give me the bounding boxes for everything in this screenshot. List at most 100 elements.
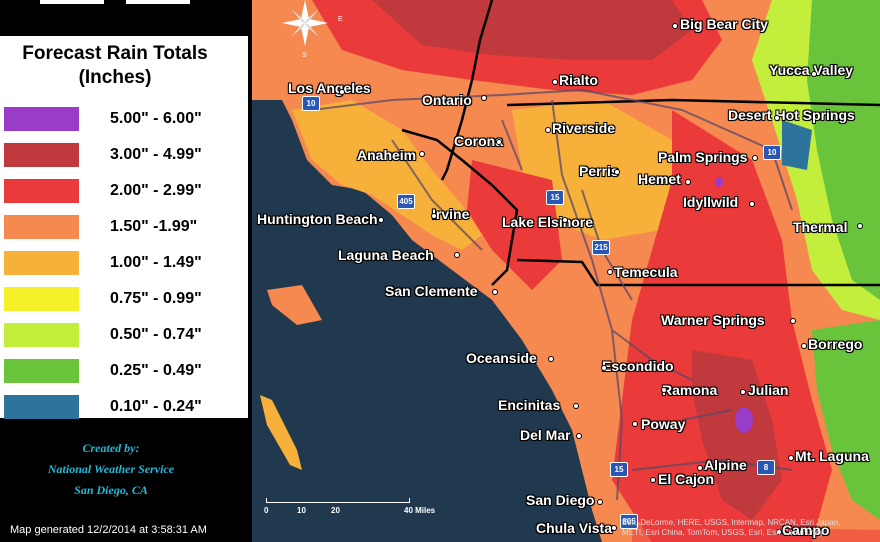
- legend-label: 0.25" - 0.49": [110, 362, 202, 379]
- city-label[interactable]: Del Mar: [520, 427, 571, 443]
- city-marker: [482, 96, 486, 100]
- city-marker: [750, 202, 754, 206]
- generated-timestamp: Map generated 12/2/2014 at 3:58:31 AM: [10, 524, 207, 536]
- city-marker: [497, 140, 501, 144]
- legend-title-line1: Forecast Rain Totals: [22, 43, 208, 64]
- city-label[interactable]: Warner Springs: [661, 312, 765, 328]
- county-line-orange: [401, 128, 519, 286]
- city-label[interactable]: Big Bear City: [680, 16, 768, 32]
- credit-line3: San Diego, CA: [74, 483, 148, 497]
- county-line-riverside-north: [506, 98, 880, 107]
- interstate-shield-icon: 8: [757, 460, 775, 475]
- city-label[interactable]: Desert Hot Springs: [728, 107, 855, 123]
- city-marker: [777, 530, 781, 534]
- red-band-mountains: [612, 110, 832, 542]
- city-marker: [602, 366, 606, 370]
- city-label[interactable]: Corona: [454, 133, 503, 149]
- interstate-shield-icon: 805: [620, 514, 638, 529]
- city-marker: [340, 90, 344, 94]
- city-label[interactable]: Ontario: [422, 92, 472, 108]
- city-label[interactable]: Temecula: [614, 264, 678, 280]
- city-label[interactable]: Oceanside: [466, 350, 537, 366]
- legend-title-line2: (Inches): [78, 67, 152, 88]
- city-label[interactable]: Poway: [641, 416, 686, 432]
- city-marker: [673, 24, 677, 28]
- city-label[interactable]: Julian: [748, 382, 789, 398]
- city-label[interactable]: Lake Elsinore: [502, 214, 594, 230]
- legend-swatch: [4, 395, 79, 419]
- city-marker: [789, 456, 793, 460]
- map-canvas: [252, 0, 880, 542]
- city-label[interactable]: San Clemente: [385, 283, 478, 299]
- legend-card: Forecast Rain Totals (Inches) 5.00" - 6.…: [0, 36, 248, 419]
- city-label[interactable]: Yucca Valley: [769, 62, 854, 78]
- legend-label: 3.00" - 4.99": [110, 146, 202, 163]
- city-marker: [615, 170, 619, 174]
- city-marker: [546, 128, 550, 132]
- city-label[interactable]: Rialto: [559, 72, 598, 88]
- city-label[interactable]: Borrego: [808, 336, 863, 352]
- city-marker: [455, 253, 459, 257]
- legend-title: Forecast Rain Totals (Inches): [0, 42, 230, 90]
- city-label[interactable]: Encinitas: [498, 397, 561, 413]
- legend-swatch: [4, 107, 79, 131]
- legend-swatch: [4, 323, 79, 347]
- darkred-band-mountains: [692, 350, 782, 520]
- interstate-shield-icon: 405: [397, 194, 415, 209]
- top-box-left: [40, 0, 104, 4]
- city-label[interactable]: El Cajon: [658, 471, 715, 487]
- city-label[interactable]: Irvine: [432, 206, 470, 222]
- max-rain-spot: [735, 407, 753, 433]
- city-marker: [493, 290, 497, 294]
- legend-row: 0.25" - 0.49": [0, 358, 248, 386]
- desert-green-south: [812, 320, 880, 520]
- city-label[interactable]: San Diego: [526, 492, 595, 508]
- land-light-orange: [292, 100, 482, 250]
- city-label[interactable]: Perris: [579, 163, 619, 179]
- city-label[interactable]: Riverside: [552, 120, 616, 136]
- legend-swatch: [4, 215, 79, 239]
- city-label[interactable]: Los Angeles: [288, 80, 371, 96]
- city-label[interactable]: Hemet: [638, 171, 681, 187]
- city-label[interactable]: Alpine: [704, 457, 747, 473]
- city-label[interactable]: Palm Springs: [658, 149, 748, 165]
- city-marker: [812, 72, 816, 76]
- map-area[interactable]: E S Big Bear City Yucca Valley Los Angeles…: [252, 0, 880, 542]
- legend-label: 1.00" - 1.49": [110, 254, 202, 271]
- legend-row: 5.00" - 6.00": [0, 106, 248, 134]
- credit-line1: Created by:: [82, 441, 140, 455]
- legend-row: 1.00" - 1.49": [0, 250, 248, 278]
- legend-row: 1.50" -1.99": [0, 214, 248, 242]
- city-label[interactable]: Ramona: [662, 382, 718, 398]
- city-label[interactable]: Huntington Beach: [257, 211, 378, 227]
- city-marker: [791, 319, 795, 323]
- scale-tick-40: 40 Miles: [404, 506, 436, 515]
- map-attribution: Esri, DeLorme, HERE, USGS, Intermap, NRC…: [622, 518, 841, 537]
- interstate-shield-icon: 10: [302, 96, 320, 111]
- interstate-shield-icon: 15: [610, 462, 628, 477]
- city-marker: [662, 388, 666, 392]
- city-label[interactable]: Campo: [782, 522, 830, 538]
- city-label[interactable]: Laguna Beach: [338, 247, 434, 263]
- city-marker: [612, 526, 616, 530]
- city-label[interactable]: Chula Vista: [536, 520, 612, 536]
- county-line-la-sb: [440, 0, 494, 181]
- legend-swatch: [4, 287, 79, 311]
- legend-label: 1.50" -1.99": [110, 218, 198, 235]
- city-label[interactable]: Thermal: [793, 219, 848, 235]
- credit-block: Created by: National Weather Service San…: [0, 438, 222, 501]
- city-marker: [598, 500, 602, 504]
- mexico-area: [632, 525, 880, 542]
- max-rain-spot-small: [715, 177, 723, 187]
- legend-swatch: [4, 251, 79, 275]
- city-marker: [858, 224, 862, 228]
- city-label[interactable]: Idyllwild: [683, 194, 739, 210]
- compass-e-label: E: [338, 16, 343, 23]
- city-label[interactable]: Escondido: [602, 358, 674, 374]
- scale-line: [266, 498, 410, 503]
- legend-swatch: [4, 143, 79, 167]
- city-marker: [553, 80, 557, 84]
- city-label[interactable]: Anaheim: [357, 147, 417, 163]
- city-marker: [563, 218, 567, 222]
- city-label[interactable]: Mt. Laguna: [795, 448, 869, 464]
